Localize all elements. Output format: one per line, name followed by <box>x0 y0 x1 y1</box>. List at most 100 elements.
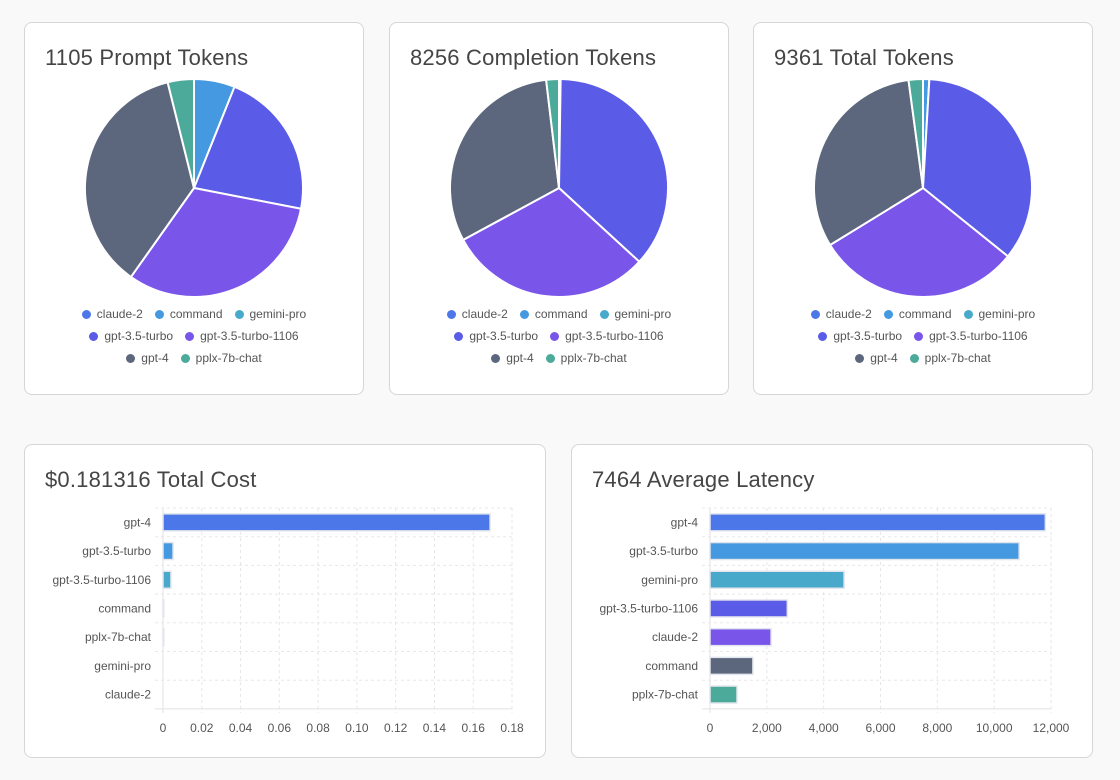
legend-item[interactable]: command <box>154 303 223 325</box>
legend-label: command <box>898 307 952 321</box>
legend-dot-icon <box>519 310 529 319</box>
x-tick-label: 0 <box>707 721 714 735</box>
total-cost-bar-chart: 0 0.02 0.04 0.06 0.08 0.10 0.12 0.14 0.16 0.18 gpt… <box>52 507 524 735</box>
bar-gpt-4 <box>709 513 1047 532</box>
legend-label: gpt-4 <box>870 351 898 365</box>
legend-label: pplx-7b-chat <box>924 351 991 365</box>
legend-dot-icon <box>491 354 501 363</box>
pie-slice-pplx-7b-chat <box>907 77 924 189</box>
legend-label: gpt-3.5-turbo <box>104 329 174 343</box>
legend-item[interactable]: gpt-3.5-turbo-1106 <box>914 325 1028 347</box>
legend-dot-icon <box>180 354 190 363</box>
legend-row: claude-2 command gemini-pro <box>754 303 1092 325</box>
legend-row: gpt-4 pplx-7b-chat <box>754 347 1092 369</box>
legend-item[interactable]: gpt-3.5-turbo <box>454 325 538 347</box>
x-tick-label: 0.14 <box>423 721 447 735</box>
legend-row: gpt-4 pplx-7b-chat <box>390 347 728 369</box>
legend-item[interactable]: pplx-7b-chat <box>180 347 262 369</box>
pie-slice-gpt-3.5-turbo <box>921 78 1033 258</box>
x-tick-label: 0.02 <box>190 721 214 735</box>
x-tick-label: 0 <box>160 721 167 735</box>
legend-item[interactable]: gpt-3.5-turbo <box>818 325 902 347</box>
legend-item[interactable]: gpt-4 <box>126 347 169 369</box>
legend-item[interactable]: gemini-pro <box>963 303 1036 325</box>
legend-row: claude-2 command gemini-pro <box>25 303 363 325</box>
bar-gpt-3.5-turbo <box>709 541 1020 561</box>
legend-label: gemini-pro <box>249 307 307 321</box>
legend-dot-icon <box>909 354 919 363</box>
legend-dot-icon <box>81 310 91 319</box>
y-tick-label: claude-2 <box>652 630 698 644</box>
legend-dot-icon <box>454 332 464 341</box>
legend-label: gpt-3.5-turbo <box>469 329 539 343</box>
y-tick-label: command <box>98 601 151 615</box>
x-tick-label: 0.18 <box>500 721 524 735</box>
y-tick-label: gpt-3.5-turbo-1106 <box>52 573 151 587</box>
legend-dot-icon <box>550 332 560 341</box>
y-tick-label: gpt-4 <box>124 515 152 529</box>
chart-title: 9361 Total Tokens <box>774 45 954 70</box>
total-tokens-pie <box>813 77 1033 298</box>
legend-dot-icon <box>89 332 99 341</box>
legend-item[interactable]: command <box>883 303 952 325</box>
legend-dot-icon <box>545 354 555 363</box>
pie-slice-gpt-3.5-turbo <box>192 85 304 210</box>
legend-item[interactable]: claude-2 <box>81 303 143 325</box>
y-tick-label: gpt-3.5-turbo <box>629 544 698 558</box>
chart-title: 7464 Average Latency <box>592 467 815 492</box>
chart-title: 1105 Prompt Tokens <box>45 45 249 70</box>
legend-item[interactable]: gemini-pro <box>234 303 307 325</box>
legend: claude-2 command gemini-pro gpt-3.5-turbo gp… <box>390 303 728 369</box>
legend-dot-icon <box>599 310 609 319</box>
legend-item[interactable]: gemini-pro <box>599 303 671 325</box>
legend-label: claude-2 <box>461 307 508 321</box>
legend-label: gpt-3.5-turbo-1106 <box>929 329 1028 343</box>
legend-item[interactable]: gpt-4 <box>855 347 898 369</box>
x-tick-label: 6,000 <box>865 721 895 735</box>
pie-slice-gpt-3.5-turbo-1106 <box>129 186 303 298</box>
bar-gpt-4 <box>162 513 491 532</box>
y-tick-label: command <box>645 659 698 673</box>
legend-label: pplx-7b-chat <box>195 351 262 365</box>
y-tick-label: pplx-7b-chat <box>85 630 152 644</box>
total-tokens-card: 9361 Total Tokens claude-2 command gemini-… <box>753 22 1093 395</box>
bar-claude-2 <box>709 627 772 647</box>
legend-row: claude-2 command gemini-pro <box>390 303 728 325</box>
y-tick-label: gpt-4 <box>671 515 699 529</box>
y-tick-label: pplx-7b-chat <box>632 688 699 702</box>
y-tick-label: claude-2 <box>105 688 151 702</box>
pie-slice-gpt-4 <box>813 78 925 247</box>
bar-gemini-pro <box>709 570 845 589</box>
legend-row: gpt-3.5-turbo gpt-3.5-turbo-1106 <box>754 325 1092 347</box>
x-tick-label: 2,000 <box>752 721 782 735</box>
pie-slice-pplx-7b-chat <box>544 77 560 189</box>
bar-gpt-3.5-turbo-1106 <box>709 599 789 618</box>
x-tick-label: 8,000 <box>922 721 952 735</box>
legend-item[interactable]: pplx-7b-chat <box>545 347 627 369</box>
legend-dot-icon <box>883 310 893 319</box>
legend-dot-icon <box>446 310 456 319</box>
pie-slice-gpt-3.5-turbo-1106 <box>461 186 641 298</box>
legend-label: gemini-pro <box>978 307 1036 321</box>
bar-pplx-7b-chat <box>162 627 165 647</box>
legend: claude-2 command gemini-pro gpt-3.5-turbo gp… <box>25 303 363 369</box>
average-latency-bar-chart: 0 2,000 4,000 6,000 8,000 10,000 12,000 gpt-4 gp… <box>599 507 1070 735</box>
legend-row: gpt-3.5-turbo gpt-3.5-turbo-1106 <box>390 325 728 347</box>
legend-item[interactable]: claude-2 <box>810 303 872 325</box>
legend-item[interactable]: command <box>519 303 588 325</box>
prompt-tokens-card: 1105 Prompt Tokens claude-2 command gemini… <box>24 22 364 395</box>
legend-dot-icon <box>914 332 924 341</box>
prompt-tokens-pie <box>84 77 304 298</box>
pie-slice-gpt-4 <box>449 78 561 242</box>
legend-item[interactable]: gpt-3.5-turbo <box>89 325 173 347</box>
x-tick-label: 0.12 <box>384 721 408 735</box>
legend-item[interactable]: claude-2 <box>446 303 508 325</box>
legend-dot-icon <box>154 310 164 319</box>
legend-item[interactable]: pplx-7b-chat <box>909 347 991 369</box>
legend-item[interactable]: gpt-3.5-turbo-1106 <box>550 325 664 347</box>
legend-item[interactable]: gpt-4 <box>491 347 534 369</box>
legend-row: gpt-4 pplx-7b-chat <box>25 347 363 369</box>
legend-label: command <box>169 307 223 321</box>
legend-item[interactable]: gpt-3.5-turbo-1106 <box>185 325 299 347</box>
pie-slice-gpt-3.5-turbo-1106 <box>828 186 1010 298</box>
